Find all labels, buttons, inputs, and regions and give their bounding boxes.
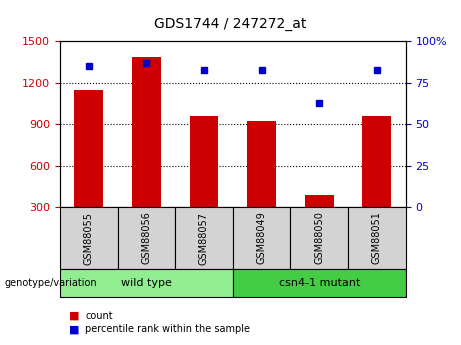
Text: GSM88056: GSM88056 — [142, 211, 151, 265]
Text: percentile rank within the sample: percentile rank within the sample — [85, 325, 250, 334]
Bar — [247, 121, 276, 207]
Text: ■: ■ — [69, 325, 80, 334]
Bar — [189, 116, 219, 207]
Bar — [362, 116, 391, 207]
Text: genotype/variation: genotype/variation — [5, 278, 97, 288]
Text: GSM88057: GSM88057 — [199, 211, 209, 265]
Text: GSM88055: GSM88055 — [84, 211, 94, 265]
Bar — [305, 195, 334, 207]
Text: GSM88049: GSM88049 — [257, 212, 266, 264]
Polygon shape — [90, 276, 104, 290]
Text: GSM88050: GSM88050 — [314, 211, 324, 265]
Text: csn4-1 mutant: csn4-1 mutant — [278, 278, 360, 288]
Bar — [74, 90, 103, 207]
Text: ■: ■ — [69, 311, 80, 321]
Text: wild type: wild type — [121, 278, 172, 288]
Text: GSM88051: GSM88051 — [372, 211, 382, 265]
Text: GDS1744 / 247272_at: GDS1744 / 247272_at — [154, 17, 307, 31]
Text: count: count — [85, 311, 113, 321]
Bar — [132, 57, 161, 207]
